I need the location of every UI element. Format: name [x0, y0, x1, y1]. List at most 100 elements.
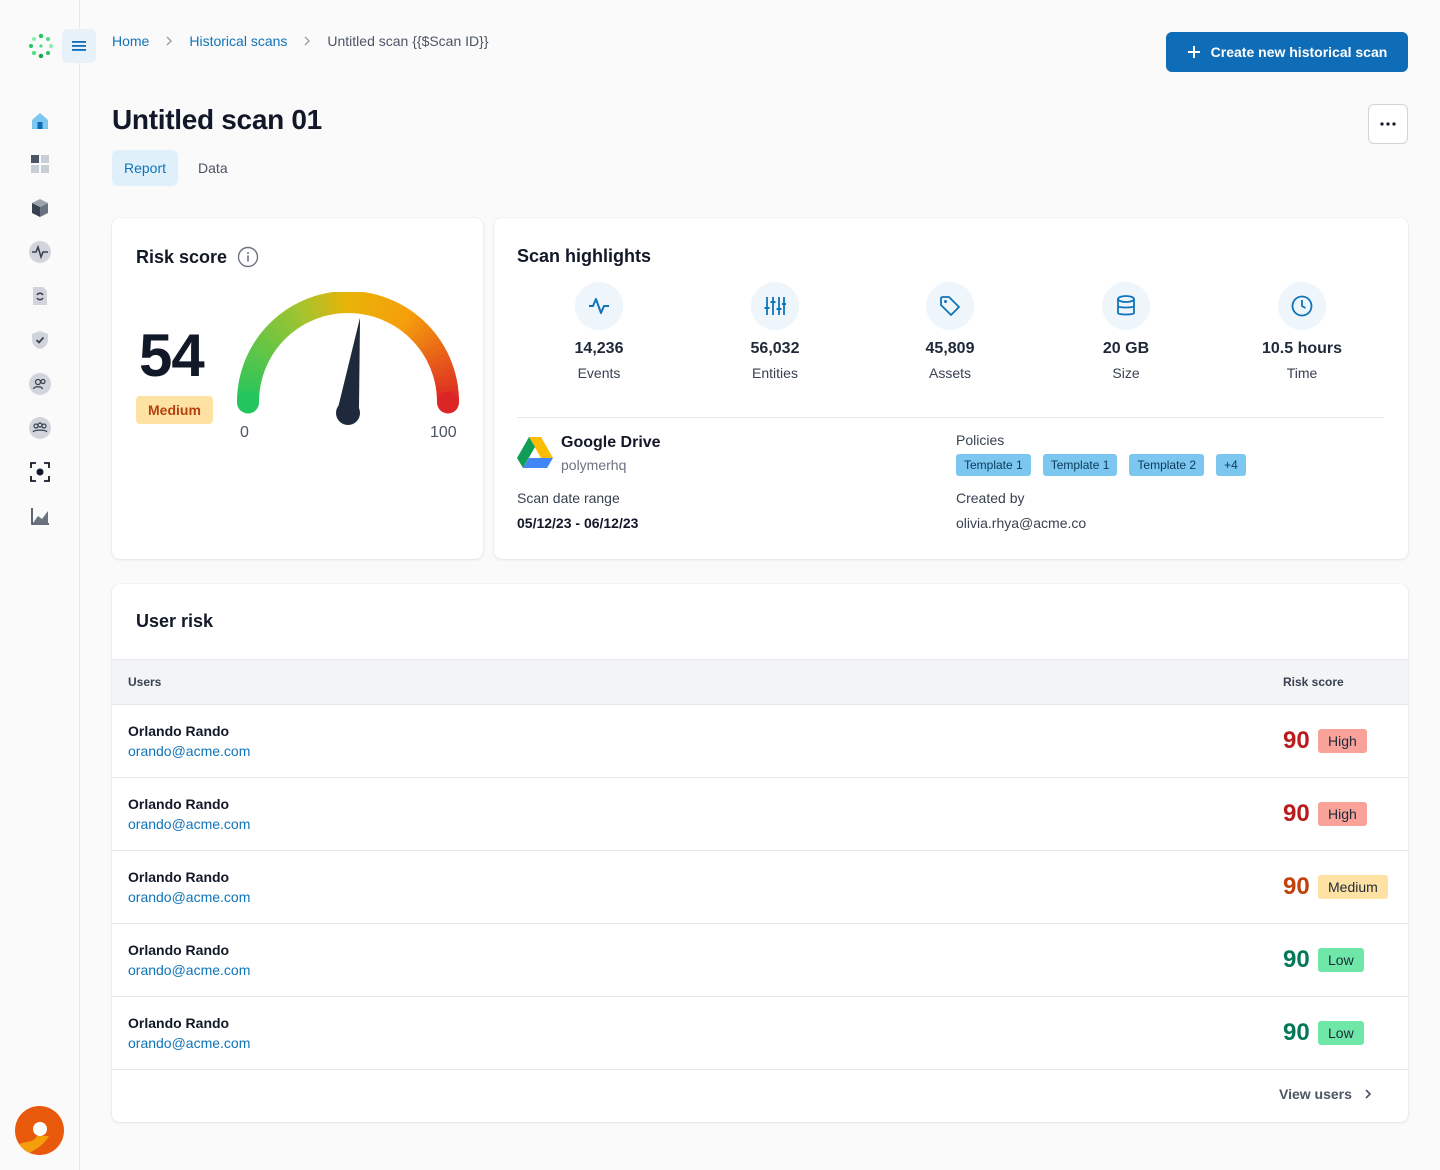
nav-dashboard[interactable]: [26, 150, 54, 178]
gauge-needle: [337, 317, 361, 415]
risk-score-header: Risk score: [136, 246, 259, 268]
user-name: Orlando Rando: [128, 1015, 230, 1031]
risk-level-badge: Medium: [136, 396, 213, 424]
group-icon: [29, 417, 51, 439]
nav-assets[interactable]: [26, 194, 54, 222]
stat-label: Time: [1286, 365, 1318, 381]
policy-tag[interactable]: Template 1: [1042, 454, 1118, 476]
chart-icon: [31, 508, 49, 525]
view-users-link[interactable]: View users: [1279, 1086, 1372, 1102]
home-icon: [32, 113, 48, 129]
user-risk-level-badge: High: [1318, 802, 1367, 826]
risk-score-title: Risk score: [136, 246, 228, 267]
users-icon: [29, 373, 51, 395]
table-row[interactable]: Orlando Rando orando@acme.com 90 High: [112, 778, 1408, 851]
column-header-risk-score[interactable]: Risk score: [1283, 675, 1344, 689]
more-horizontal-icon: [1380, 122, 1396, 126]
stat-value: 56,032: [750, 340, 800, 357]
nav-home[interactable]: [26, 107, 54, 135]
tabs: Report Data: [112, 150, 240, 186]
stat-value: 10.5 hours: [1261, 340, 1343, 357]
scan-icon: [30, 462, 50, 482]
nav-groups[interactable]: [26, 414, 54, 442]
breadcrumb-current: Untitled scan {{$Scan ID}}: [327, 33, 489, 49]
breadcrumb: Home Historical scans Untitled scan {{$S…: [112, 33, 489, 49]
risk-score-card: Risk score 54 Medium 0 100: [112, 218, 483, 559]
source-name: Google Drive: [561, 434, 661, 451]
risk-score-value: 54: [139, 322, 205, 389]
nav-users[interactable]: [26, 370, 54, 398]
created-by-value: olivia.rhya@acme.co: [956, 515, 1087, 531]
stat-events: 14,236 Events: [539, 282, 659, 381]
gauge-max-label: 100: [430, 424, 457, 441]
stat-value: 20 GB: [1102, 340, 1150, 357]
dashboard-icon: [31, 155, 49, 173]
gauge-arc-cap: [237, 391, 259, 414]
divider: [517, 417, 1384, 418]
google-drive-icon: [517, 437, 553, 468]
user-name: Orlando Rando: [128, 723, 230, 739]
stat-time: 10.5 hours Time: [1242, 282, 1362, 381]
breadcrumb-historical-scans[interactable]: Historical scans: [189, 33, 288, 49]
sliders-icon: [751, 282, 799, 330]
user-email[interactable]: orando@acme.com: [128, 889, 251, 905]
user-avatar[interactable]: [15, 1106, 64, 1155]
user-email[interactable]: orando@acme.com: [128, 743, 251, 759]
nav-policies[interactable]: [26, 326, 54, 354]
stat-label: Events: [577, 365, 621, 381]
user-risk-level-badge: Low: [1318, 1021, 1364, 1045]
risk-gauge: [237, 292, 459, 425]
date-range-value: 05/12/23 - 06/12/23: [517, 515, 639, 531]
nav-activity[interactable]: [26, 238, 54, 266]
stat-label: Size: [1112, 365, 1140, 381]
created-by-label: Created by: [956, 490, 1025, 506]
column-header-users[interactable]: Users: [128, 675, 162, 689]
user-risk-card: User risk Users Risk score Orlando Rando…: [112, 584, 1408, 1122]
table-row[interactable]: Orlando Rando orando@acme.com 90 Medium: [112, 851, 1408, 924]
nav-reports[interactable]: [26, 502, 54, 530]
stat-label: Assets: [928, 365, 971, 381]
user-risk-score: 90: [1283, 800, 1310, 827]
create-historical-scan-button[interactable]: Create new historical scan: [1166, 32, 1408, 72]
user-email[interactable]: orando@acme.com: [128, 1035, 251, 1051]
chevron-right-icon: [149, 35, 189, 47]
tab-data[interactable]: Data: [198, 160, 228, 176]
policy-more-tag[interactable]: +4: [1216, 454, 1246, 476]
chevron-right-icon: [287, 35, 327, 47]
tab-report[interactable]: Report: [112, 150, 179, 186]
user-risk-score: 90: [1283, 946, 1310, 973]
clock-icon: [1278, 282, 1326, 330]
source-org: polymerhq: [561, 457, 627, 473]
nav-remediation[interactable]: [26, 282, 54, 310]
hamburger-icon: [72, 41, 86, 51]
sidebar: [0, 0, 96, 1170]
user-email[interactable]: orando@acme.com: [128, 962, 251, 978]
plus-icon: [1187, 46, 1200, 58]
info-icon[interactable]: [237, 246, 259, 268]
policy-tag[interactable]: Template 1: [956, 454, 1031, 476]
table-row[interactable]: Orlando Rando orando@acme.com 90 High: [112, 705, 1408, 778]
activity-icon: [29, 241, 51, 263]
user-name: Orlando Rando: [128, 869, 230, 885]
stat-value: 14,236: [574, 340, 624, 357]
user-risk-level-badge: Low: [1318, 948, 1364, 972]
menu-toggle-button[interactable]: [62, 29, 96, 63]
nav-scans[interactable]: [26, 458, 54, 486]
scan-highlights-card: Scan highlights 14,236 Events 56,032 Ent…: [494, 218, 1408, 559]
table-row[interactable]: Orlando Rando orando@acme.com 90 Low: [112, 997, 1408, 1070]
app-logo[interactable]: [28, 33, 54, 59]
stat-label: Entities: [752, 365, 798, 381]
chevron-right-icon: [1365, 1089, 1372, 1099]
user-risk-level-badge: Medium: [1318, 875, 1388, 899]
stat-entities: 56,032 Entities: [715, 282, 835, 381]
table-row[interactable]: Orlando Rando orando@acme.com 90 Low: [112, 924, 1408, 997]
policy-tags: Template 1 Template 1 Template 2 +4: [956, 454, 1246, 476]
user-risk-level-badge: High: [1318, 729, 1367, 753]
more-options-button[interactable]: [1368, 104, 1408, 144]
stat-assets: 45,809 Assets: [890, 282, 1010, 381]
view-users-label: View users: [1279, 1086, 1352, 1102]
policy-tag[interactable]: Template 2: [1129, 454, 1205, 476]
user-email[interactable]: orando@acme.com: [128, 816, 251, 832]
breadcrumb-home[interactable]: Home: [112, 33, 150, 49]
gauge-arc-cap: [437, 391, 459, 414]
